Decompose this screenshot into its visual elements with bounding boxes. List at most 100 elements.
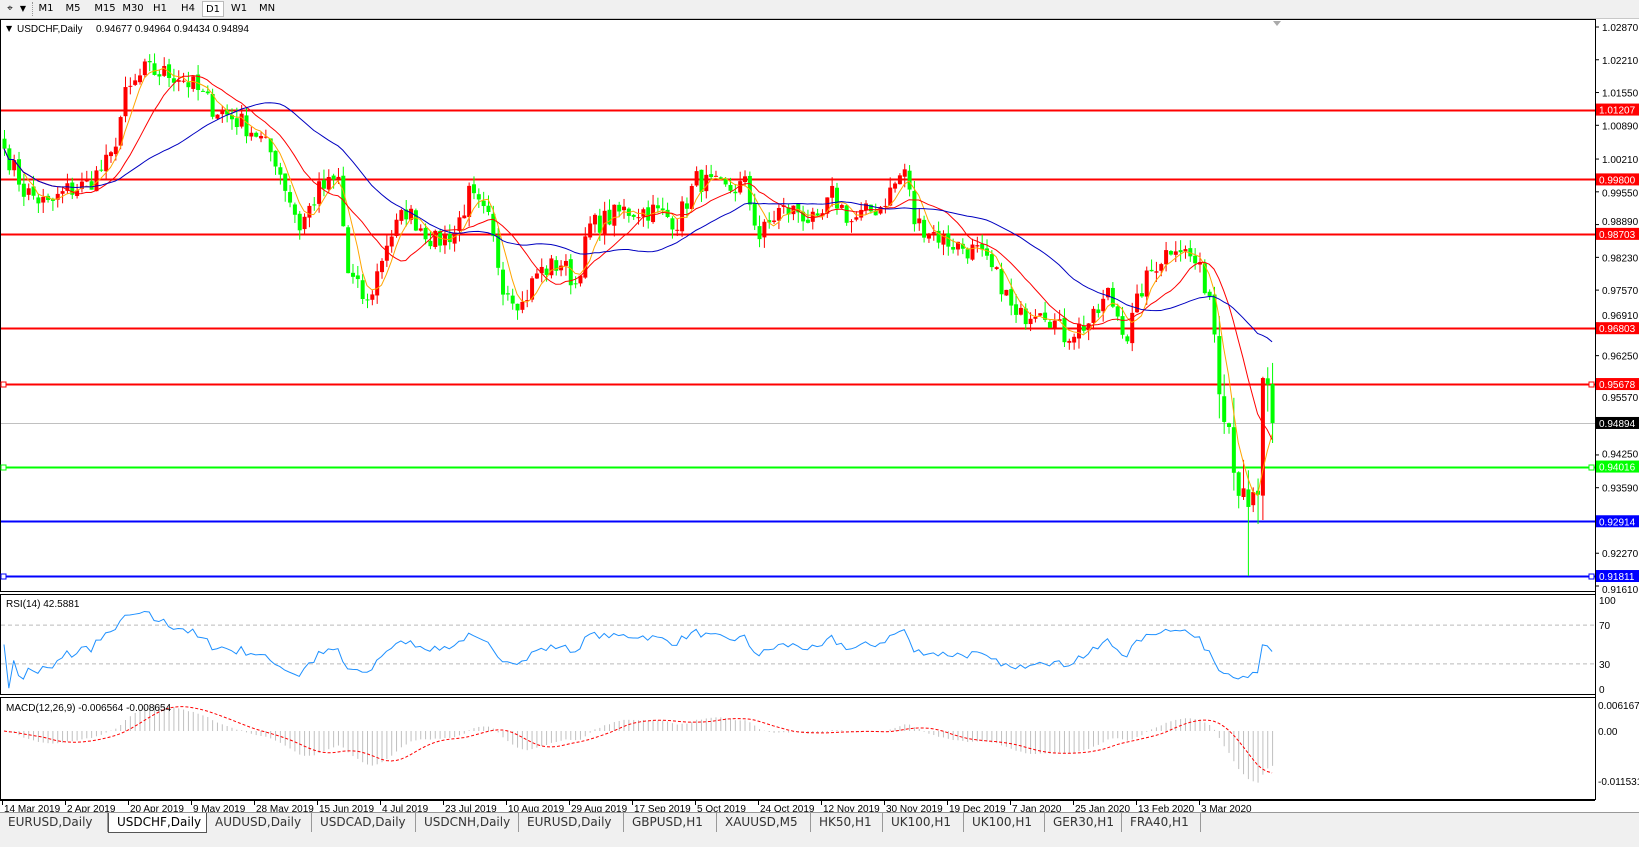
candle [520, 291, 525, 314]
candle-body [805, 219, 810, 223]
timeframe-w1[interactable]: W1 [230, 3, 248, 14]
candle [312, 197, 317, 211]
candle [278, 162, 283, 185]
crosshair-tool-icon[interactable]: ⌖ [7, 3, 13, 14]
candle [99, 159, 104, 172]
chart-tab[interactable]: GER30,H1 [1045, 813, 1122, 832]
chart-tab[interactable]: AUDUSD,Daily [207, 813, 312, 832]
candle [651, 194, 656, 224]
candle [970, 238, 975, 261]
candle-body [975, 245, 980, 247]
candle-body [205, 91, 210, 94]
candle-body [249, 132, 254, 137]
timeframe-h4[interactable]: H4 [181, 3, 195, 14]
timeframe-h1[interactable]: H1 [153, 3, 167, 14]
candle-body [60, 191, 65, 194]
price-label-box [1596, 515, 1639, 528]
chart-tab[interactable]: USDCAD,Daily [312, 813, 416, 832]
candle [1207, 289, 1212, 300]
chart-tab[interactable]: EURUSD,Daily [519, 813, 624, 832]
candle [815, 208, 820, 217]
candle [588, 216, 593, 240]
collapse-triangle-icon: ▼ [6, 24, 13, 33]
candle [757, 215, 762, 248]
timeframe-d1[interactable]: D1 [202, 1, 224, 17]
candle-body [622, 206, 627, 211]
candle [254, 131, 259, 138]
candle-body [171, 78, 176, 83]
candle [496, 228, 501, 276]
candle-body [675, 229, 680, 231]
candle-body [167, 64, 172, 78]
chart-tab[interactable]: UK100,H1 [883, 813, 964, 832]
candle [486, 195, 491, 216]
price-tick-label: 0.99550 [1602, 188, 1639, 199]
candle [1193, 248, 1198, 270]
line-handle [0, 464, 7, 471]
candle-body [1009, 289, 1014, 306]
timeframe-m30[interactable]: M30 [122, 3, 144, 14]
candle-body [776, 207, 781, 221]
candle [1072, 333, 1077, 350]
candle-body [317, 181, 322, 204]
date-label: 10 Aug 2019 [508, 804, 565, 812]
chart-tab[interactable]: GBPUSD,H1 [624, 813, 717, 832]
line-handle [1588, 573, 1595, 580]
candle [302, 213, 307, 235]
candle-body [960, 243, 965, 249]
candle [17, 151, 22, 192]
candle-body [1101, 298, 1106, 312]
chart-window[interactable]: 1.02870 1.02210 1.01550 1.00890 1.00210 0.995… [0, 19, 1639, 812]
date-label: 24 Oct 2019 [760, 804, 815, 812]
candle-body [404, 209, 409, 220]
candle [907, 165, 912, 197]
price-tick-label: 0.96910 [1602, 311, 1639, 322]
timeframe-m5[interactable]: M5 [65, 3, 81, 14]
candle [1130, 302, 1135, 352]
candle-body [1139, 293, 1144, 297]
candle-body [55, 193, 60, 200]
chart-tab[interactable]: HK50,H1 [811, 813, 883, 832]
candle [563, 254, 568, 276]
candle-body [907, 170, 912, 190]
timeframe-m15[interactable]: M15 [94, 3, 116, 14]
candle [1067, 338, 1072, 350]
candle-body [176, 80, 181, 82]
candle [801, 205, 806, 231]
candle-body [89, 181, 94, 190]
tool-dropdown-arrow[interactable]: ▼ [19, 4, 27, 13]
candle-body [839, 204, 844, 208]
candle-body [762, 221, 767, 238]
candle-body [994, 267, 999, 269]
candle-body [215, 114, 220, 119]
candle-body [588, 223, 593, 238]
candle-body [423, 227, 428, 240]
chart-tab[interactable]: USDCHF,Daily [108, 813, 207, 833]
candle-body [128, 85, 133, 87]
candle-body [108, 152, 113, 157]
candle-body [893, 183, 898, 189]
chart-tab[interactable]: FRA40,H1 [1122, 813, 1201, 832]
chart-tab[interactable]: UK100,H1 [964, 813, 1045, 832]
candle-body [1164, 250, 1169, 265]
candle [796, 203, 801, 223]
timeframe-m1[interactable]: M1 [38, 3, 54, 14]
candle-body [1052, 320, 1057, 328]
candle [738, 171, 743, 195]
chart-tab[interactable]: USDCNH,Daily [416, 813, 519, 832]
candle-body [36, 197, 41, 204]
candle-body [568, 259, 573, 286]
timeframe-mn[interactable]: MN [258, 3, 276, 14]
candle-body [902, 169, 907, 177]
candle [210, 88, 215, 120]
candle [718, 176, 723, 180]
chart-tab[interactable]: EURUSD,Daily [0, 813, 108, 832]
chart-tab[interactable]: XAUUSD,M5 [717, 813, 811, 832]
date-label: 25 Jan 2020 [1075, 804, 1130, 812]
candle [612, 204, 617, 237]
candle [1047, 319, 1052, 329]
candle-body [810, 211, 815, 222]
candle-body [297, 213, 302, 231]
ohlc-label: 0.94677 0.94964 0.94434 0.94894 [96, 24, 249, 35]
candle [1091, 306, 1096, 330]
